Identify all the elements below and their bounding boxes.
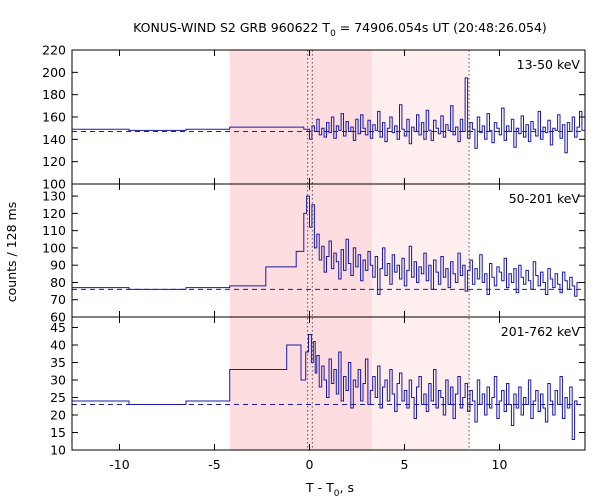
y-tick-label-1-0: 60	[50, 310, 66, 325]
y-tick-label-2-1: 15	[50, 425, 66, 440]
y-tick-label-2-5: 35	[50, 355, 66, 370]
series-line-2	[72, 334, 580, 440]
y-tick-label-2-7: 45	[50, 320, 66, 335]
x-tick-label-3: 5	[401, 457, 409, 472]
y-tick-label-1-4: 100	[42, 240, 66, 255]
y-tick-label-0-3: 160	[42, 110, 66, 125]
y-tick-label-2-4: 30	[50, 373, 66, 388]
y-tick-label-1-2: 80	[50, 275, 66, 290]
y-tick-label-0-5: 200	[42, 65, 66, 80]
x-tick-label-0: -10	[109, 457, 129, 472]
y-tick-label-1-7: 130	[42, 189, 66, 204]
y-tick-label-1-5: 110	[42, 223, 66, 238]
y-tick-label-2-6: 40	[50, 338, 66, 353]
series-line-0	[72, 77, 586, 154]
y-tick-label-0-1: 120	[42, 154, 66, 169]
y-tick-label-1-3: 90	[50, 258, 66, 273]
x-tick-label-4: 10	[492, 457, 508, 472]
y-tick-label-2-3: 25	[50, 390, 66, 405]
y-axis-title: counts / 128 ms	[4, 202, 19, 302]
x-tick-label-2: 0	[306, 457, 314, 472]
panel-label-2: 201-762 keV	[501, 324, 581, 339]
panel-label-1: 50-201 keV	[509, 191, 581, 206]
x-tick-label-1: -5	[208, 457, 220, 472]
y-tick-label-0-0: 100	[42, 177, 66, 192]
y-tick-label-2-2: 20	[50, 408, 66, 423]
y-tick-label-0-6: 220	[42, 43, 66, 58]
y-tick-label-2-0: 10	[50, 443, 66, 458]
y-tick-label-0-2: 140	[42, 132, 66, 147]
panel-label-0: 13-50 keV	[517, 57, 581, 72]
x-axis-title: T - T0, s	[305, 480, 354, 499]
series-line-1	[72, 195, 580, 297]
y-tick-label-0-4: 180	[42, 87, 66, 102]
chart-title: KONUS-WIND S2 GRB 960622 T0 = 74906.054s…	[133, 20, 547, 39]
y-tick-label-1-1: 70	[50, 292, 66, 307]
panel-frame-2	[71, 316, 586, 451]
shaded-region-1	[372, 50, 470, 450]
y-tick-label-1-6: 120	[42, 206, 66, 221]
